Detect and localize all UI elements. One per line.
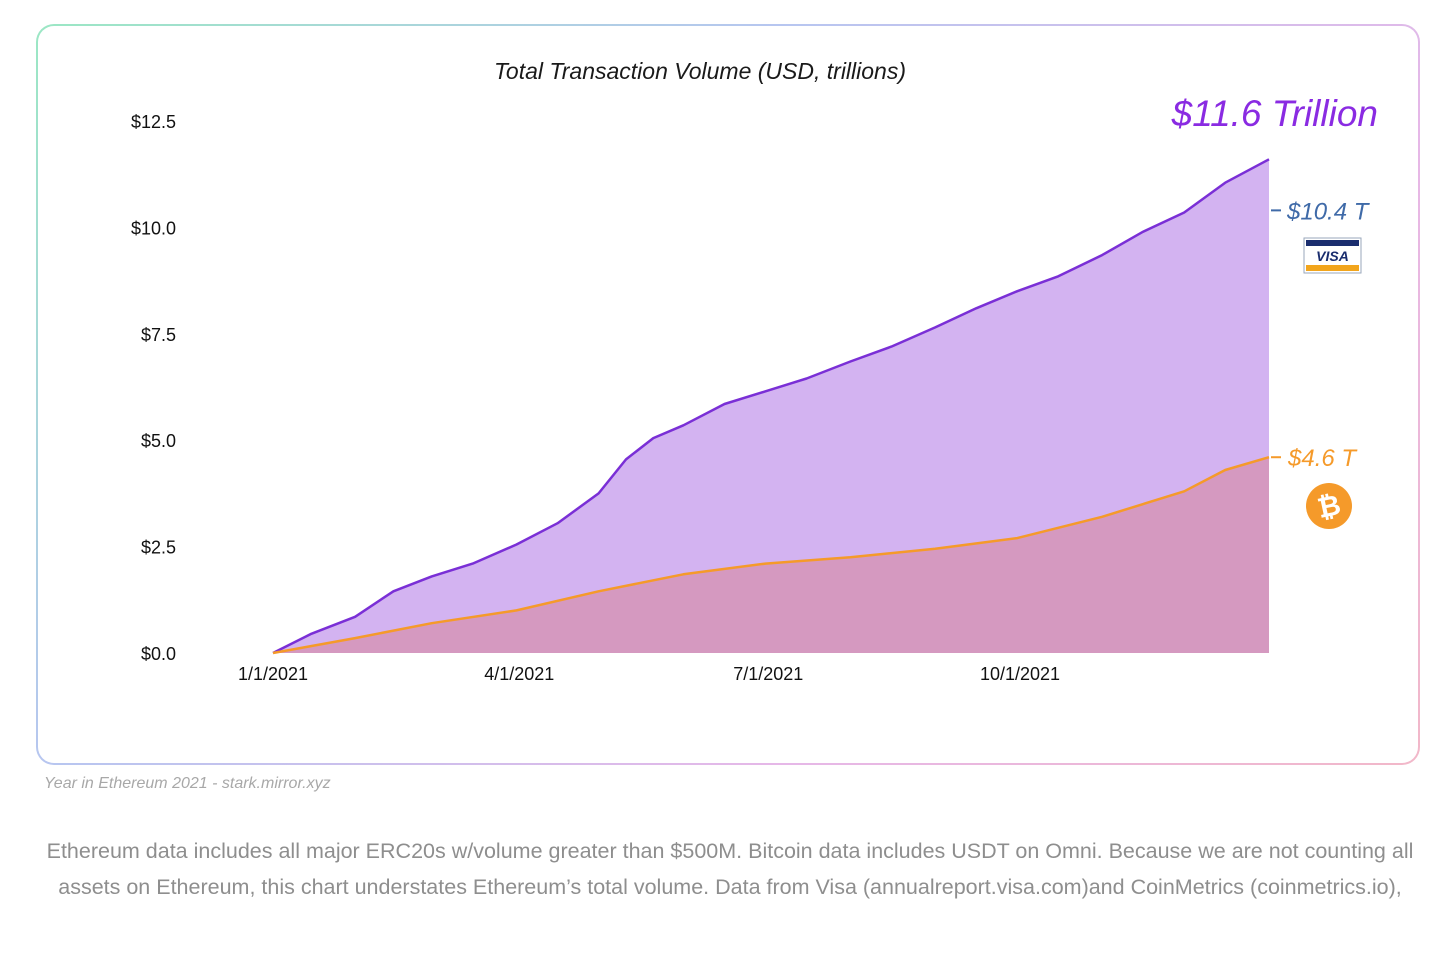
btc-area bbox=[273, 457, 1269, 653]
data-note: Ethereum data includes all major ERC20s … bbox=[46, 839, 1414, 899]
btc-line bbox=[272, 456, 1270, 655]
bitcoin-volume-label: $4.6 T bbox=[1287, 445, 1358, 472]
visa-logo-icon: VISA bbox=[1303, 237, 1362, 274]
x-tick-label: 1/1/2021 bbox=[238, 664, 308, 684]
eth-area bbox=[273, 159, 1269, 654]
image-caption: Year in Ethereum 2021 - stark.mirror.xyz bbox=[44, 775, 331, 792]
y-tick-label: $7.5 bbox=[141, 325, 176, 345]
line-layer bbox=[272, 158, 1270, 655]
y-tick-label: $12.5 bbox=[131, 112, 176, 132]
y-tick-label: $2.5 bbox=[141, 538, 176, 558]
total-volume-label: $11.6 Trillion bbox=[1171, 93, 1378, 134]
visa-logo-text: VISA bbox=[1316, 248, 1349, 264]
area-layer bbox=[273, 159, 1269, 654]
chart-title: Total Transaction Volume (USD, trillions… bbox=[494, 58, 906, 84]
x-tick-label: 4/1/2021 bbox=[484, 664, 554, 684]
x-axis: 1/1/2021 4/1/2021 7/1/2021 10/1/2021 bbox=[238, 664, 1060, 684]
y-tick-label: $10.0 bbox=[131, 218, 176, 238]
visa-volume-label: $10.4 T bbox=[1286, 198, 1371, 225]
y-axis: $0.0 $2.5 $5.0 $7.5 $10.0 $12.5 bbox=[131, 112, 176, 664]
x-tick-label: 7/1/2021 bbox=[733, 664, 803, 684]
y-tick-label: $0.0 bbox=[141, 644, 176, 664]
y-tick-label: $5.0 bbox=[141, 431, 176, 451]
eth-line bbox=[272, 158, 1270, 655]
x-tick-label: 10/1/2021 bbox=[980, 664, 1060, 684]
bitcoin-icon: ₿ bbox=[1306, 483, 1352, 529]
annotations: $11.6 Trillion $10.4 T VISA $4.6 T ₿ bbox=[1171, 93, 1378, 529]
